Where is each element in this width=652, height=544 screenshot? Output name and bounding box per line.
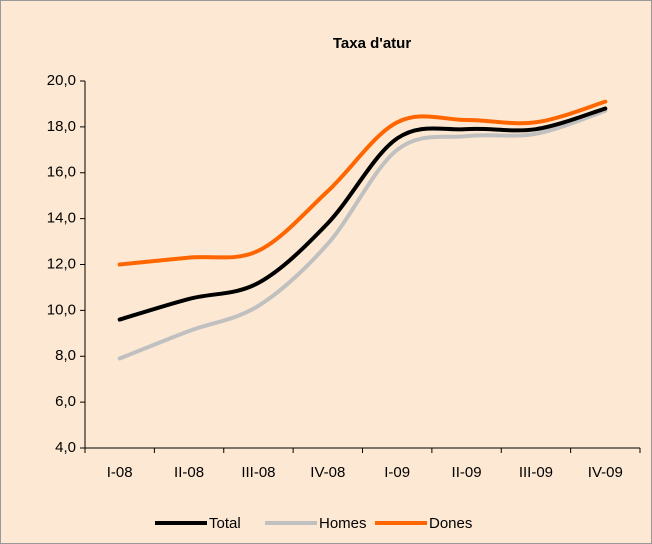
legend-label: Total bbox=[209, 515, 241, 532]
y-tick-label: 14,0 bbox=[47, 210, 76, 227]
legend-label: Homes bbox=[319, 515, 367, 532]
series-line bbox=[117, 108, 608, 361]
x-tick-label: II-09 bbox=[452, 464, 482, 481]
x-tick-label: III-08 bbox=[241, 464, 275, 481]
y-tick-label: 6,0 bbox=[55, 393, 76, 410]
y-tick-label: 8,0 bbox=[55, 347, 76, 364]
legend-label: Dones bbox=[429, 515, 472, 532]
y-tick-label: 10,0 bbox=[47, 301, 76, 318]
chart-title: Taxa d'atur bbox=[333, 35, 411, 52]
y-tick-label: 18,0 bbox=[47, 118, 76, 135]
series-line bbox=[117, 99, 608, 267]
x-tick-label: I-08 bbox=[107, 464, 133, 481]
series-line bbox=[117, 106, 608, 322]
y-tick-label: 20,0 bbox=[47, 72, 76, 89]
x-tick-label: III-09 bbox=[519, 464, 553, 481]
x-tick-label: II-08 bbox=[174, 464, 204, 481]
y-tick-label: 4,0 bbox=[55, 439, 76, 456]
x-tick-label: I-09 bbox=[384, 464, 410, 481]
y-tick-label: 12,0 bbox=[47, 255, 76, 272]
x-tick-label: IV-09 bbox=[588, 464, 623, 481]
y-tick-label: 16,0 bbox=[47, 164, 76, 181]
x-tick-label: IV-08 bbox=[310, 464, 345, 481]
